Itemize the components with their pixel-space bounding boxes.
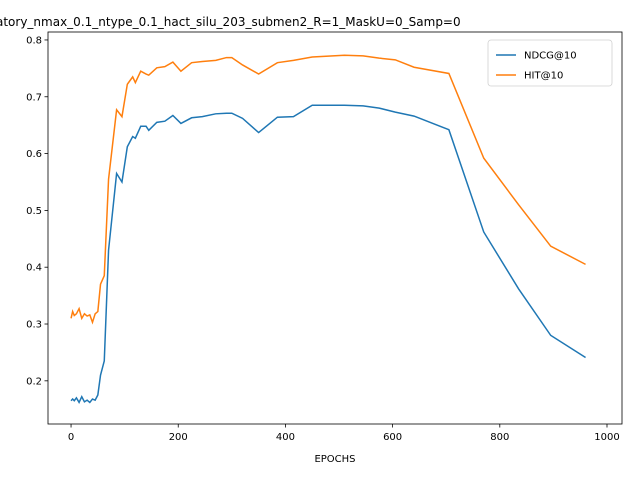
- y-tick-label: 0.7: [26, 92, 42, 103]
- legend-label: HIT@10: [524, 71, 563, 82]
- x-tick-label: 1000: [594, 432, 619, 443]
- y-tick-label: 0.5: [26, 206, 42, 217]
- line-series: [70, 104, 586, 405]
- y-tick-label: 0.2: [26, 376, 42, 387]
- plot-frame: [47, 31, 623, 425]
- chart-title: atory_nmax_0.1_ntype_0.1_hact_silu_203_s…: [0, 15, 461, 29]
- x-tick-label: 400: [276, 432, 295, 443]
- legend-box: [487, 39, 613, 87]
- y-tick-label: 0.6: [26, 149, 42, 160]
- x-tick-label: 0: [68, 432, 74, 443]
- y-tick-label: 0.4: [26, 263, 42, 274]
- y-tick-label: 0.8: [26, 35, 42, 46]
- line-series: [70, 54, 586, 325]
- legend-label: NDCG@10: [524, 51, 577, 62]
- y-tick-label: 0.3: [26, 320, 42, 331]
- x-axis-label: EPOCHS: [314, 454, 355, 465]
- x-tick-label: 800: [490, 432, 509, 443]
- x-tick-label: 200: [169, 432, 188, 443]
- x-tick-label: 600: [383, 432, 402, 443]
